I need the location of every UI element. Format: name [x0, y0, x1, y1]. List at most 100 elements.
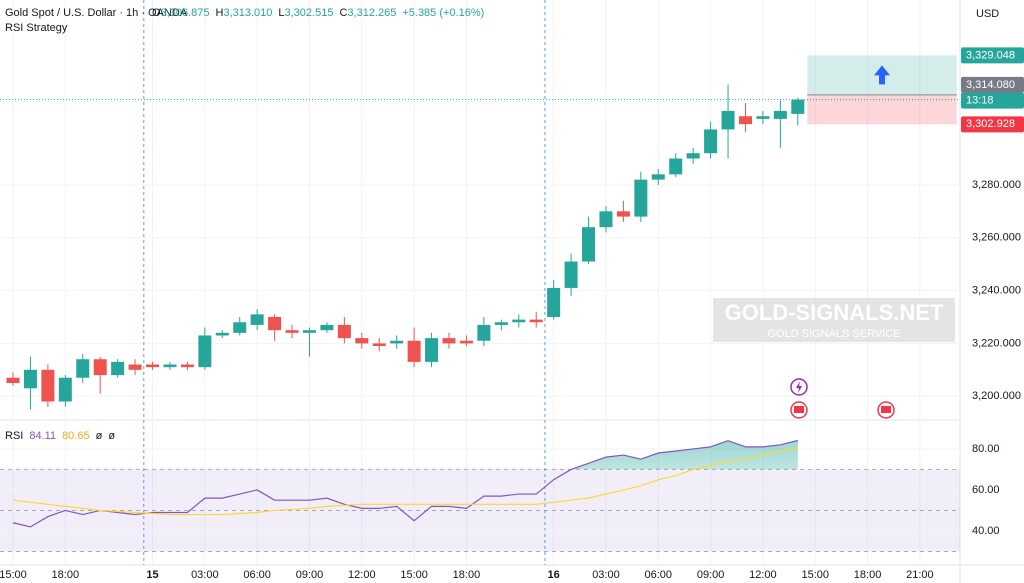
x-tick-label: 21:00: [906, 569, 934, 581]
candle-body: [58, 377, 72, 402]
candle-body: [23, 369, 37, 389]
candle-body: [738, 116, 752, 125]
x-tick-label: 15: [146, 569, 158, 581]
candle-body: [198, 335, 212, 368]
price-badge: [961, 92, 1024, 109]
ohlc-value: 3,313.010: [223, 7, 272, 19]
candle-body: [686, 153, 700, 159]
ohlc-item: H3,313.010: [216, 7, 273, 19]
candle-body: [215, 332, 229, 336]
candle-body: [285, 330, 299, 333]
buy-arrow: [874, 65, 890, 85]
ohlc-item: L3,302.515: [278, 7, 333, 19]
candle-body: [651, 174, 665, 180]
rsi-legend-item: 84.11: [29, 430, 56, 442]
candle-body: [582, 227, 596, 262]
candle-body: [250, 314, 264, 325]
ohlc-label: O: [152, 7, 161, 19]
candle-body: [721, 110, 735, 130]
ohlc-item: C3,312.265: [339, 7, 396, 19]
candle-body: [146, 364, 160, 368]
price-badge-label: 13:18: [966, 95, 994, 107]
candle-body: [233, 322, 247, 333]
candle-body: [407, 340, 421, 362]
x-tick-label: 03:00: [592, 569, 620, 581]
y-tick-label: 40.00: [972, 525, 1000, 537]
price-badge-label: 3,329.048: [966, 49, 1015, 61]
rsi-legend-item: ø: [96, 430, 103, 442]
x-tick-label: 12:00: [348, 569, 376, 581]
currency[interactable]: USD: [976, 8, 999, 20]
loss-zone: [807, 94, 957, 125]
watermark-box: [713, 298, 955, 342]
candle-body: [773, 110, 787, 119]
symbol-title: Gold Spot / U.S. Dollar · 1h · OANDA: [5, 7, 188, 19]
x-tick-label: 06:00: [243, 569, 271, 581]
overbought-fill: [13, 440, 798, 470]
x-tick-label: 03:00: [191, 569, 219, 581]
lightning: [796, 381, 802, 393]
y-tick-label: 80.00: [972, 443, 1000, 455]
flag: [881, 406, 891, 413]
y-tick-label: 3,260.000: [972, 232, 1021, 244]
candle-body: [459, 340, 473, 344]
candle-body: [76, 359, 90, 378]
ohlc-item: O3,306.875: [152, 7, 210, 19]
x-tick-label: 18:00: [854, 569, 882, 581]
rsi-legend-item: 80.65: [62, 430, 90, 442]
rsi-legend: RSI 84.11 80.65 ø ø: [5, 430, 115, 442]
price-badge: [961, 116, 1024, 133]
ohlc-value: 3,302.515: [285, 7, 334, 19]
candle-body: [634, 179, 648, 217]
candle-body: [791, 99, 805, 114]
candle-body: [616, 211, 630, 217]
candle-body: [564, 261, 578, 288]
price-badge: [961, 47, 1024, 64]
price-badge: [961, 76, 1024, 93]
price-badge-label: 3,314.080: [966, 79, 1015, 91]
ohlc-label: L: [278, 7, 284, 19]
candle-body: [180, 364, 194, 368]
ohlc-label: H: [216, 7, 224, 19]
rsi-legend-item: RSI: [5, 430, 23, 442]
candle-body: [547, 287, 561, 317]
candle-body: [425, 338, 439, 362]
strategy-name: RSI Strategy: [5, 22, 68, 34]
x-tick-label: 15:00: [400, 569, 428, 581]
ohlc-item: +5.385 (+0.16%): [402, 7, 484, 19]
candle-body: [512, 319, 526, 323]
watermark-subtitle: GOLD SIGNALS SERVICE: [767, 328, 900, 340]
ohlc-label: C: [339, 7, 347, 19]
x-tick-label: 15:00: [0, 569, 27, 581]
candle-body: [320, 324, 334, 331]
x-tick-label: 09:00: [296, 569, 324, 581]
ohlc-value: +5.385 (+0.16%): [402, 7, 484, 19]
y-tick-label: 3,220.000: [972, 337, 1021, 349]
watermark-title: GOLD-SIGNALS.NET: [725, 300, 944, 325]
candle-body: [355, 338, 369, 344]
candle-body: [111, 361, 125, 376]
candle-body: [599, 211, 613, 228]
rsi-line: [12, 446, 798, 516]
ohlc-value: 3,312.265: [347, 7, 396, 19]
candle-body: [442, 338, 456, 344]
candle-body: [372, 343, 386, 347]
x-tick-label: 18:00: [453, 569, 481, 581]
y-tick-label: 3,200.000: [972, 390, 1021, 402]
x-tick-label: 06:00: [645, 569, 673, 581]
ohlc-value: 3,306.875: [161, 7, 210, 19]
candle-body: [337, 324, 351, 339]
y-tick-label: 60.00: [972, 484, 1000, 496]
candle-body: [494, 322, 508, 325]
candle-body: [6, 377, 20, 384]
x-tick-label: 15:00: [801, 569, 829, 581]
candle-body: [302, 330, 316, 333]
flag: [794, 406, 804, 413]
candle-body: [93, 359, 107, 376]
x-tick-label: 09:00: [697, 569, 725, 581]
y-tick-label: 3,280.000: [972, 179, 1021, 191]
price-badge-label: 3,302.928: [966, 118, 1015, 130]
candle-body: [390, 340, 404, 344]
